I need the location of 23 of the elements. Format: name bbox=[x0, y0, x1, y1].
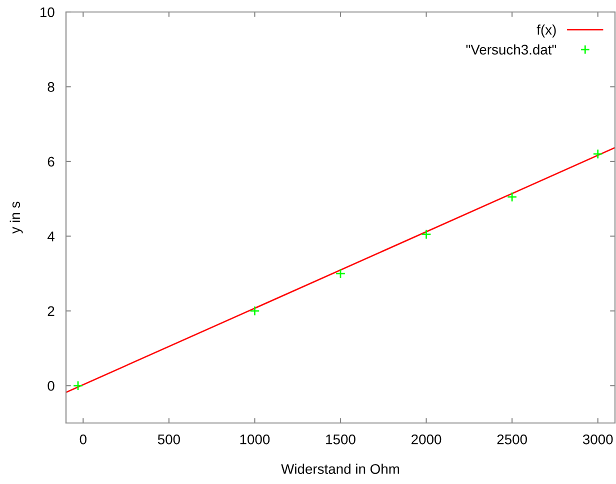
y-tick-label: 6 bbox=[48, 156, 54, 167]
point bbox=[335, 268, 346, 279]
y-tick-label: 10 bbox=[40, 7, 54, 18]
legend-label: "Versuch3.dat" bbox=[466, 44, 556, 55]
y-axis-title: y in s bbox=[10, 202, 23, 234]
y-tick-label: 2 bbox=[48, 306, 54, 316]
legend-label: f(x) bbox=[536, 24, 556, 38]
y-tick-label: 8 bbox=[48, 82, 54, 92]
x-axis-title: Widerstand in Ohm bbox=[281, 464, 400, 474]
point bbox=[72, 380, 84, 391]
point bbox=[421, 229, 432, 240]
x-tick-label: 1000 bbox=[240, 434, 270, 444]
x-tick-label: 2500 bbox=[497, 434, 527, 444]
y-tick-label: 4 bbox=[47, 232, 54, 242]
point bbox=[592, 148, 603, 160]
x-tick-label: 1500 bbox=[326, 434, 356, 444]
point bbox=[506, 192, 518, 202]
point bbox=[250, 306, 260, 316]
x-tick-label: 2000 bbox=[412, 434, 442, 444]
x-tick-label: 3000 bbox=[582, 434, 613, 444]
x-tick-label: 0 bbox=[80, 434, 86, 444]
x-tick-label: 500 bbox=[158, 434, 180, 444]
y-tick-label: 0 bbox=[48, 380, 54, 391]
